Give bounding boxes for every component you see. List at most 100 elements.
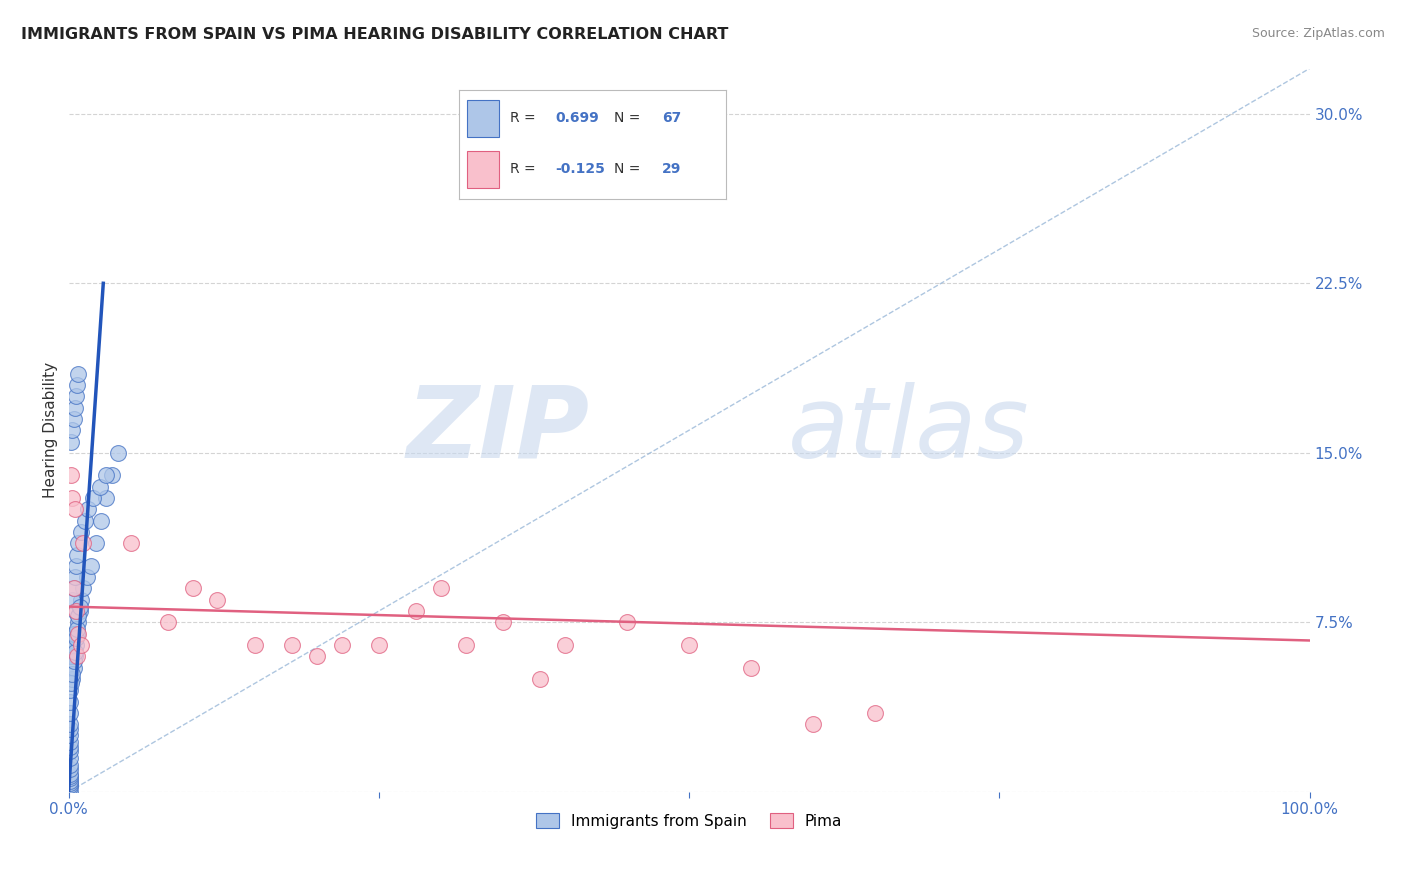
Text: Source: ZipAtlas.com: Source: ZipAtlas.com <box>1251 27 1385 40</box>
Point <box>70 638 93 652</box>
Point <box>492 615 515 630</box>
Point <box>59 773 82 788</box>
Point <box>80 558 103 573</box>
Point <box>59 772 82 786</box>
Point <box>63 645 86 659</box>
Point <box>281 638 304 652</box>
Point <box>94 468 117 483</box>
Point <box>181 582 204 596</box>
Point <box>59 776 82 790</box>
Point <box>60 676 83 690</box>
Point <box>62 582 84 596</box>
Point <box>554 638 576 652</box>
Point <box>678 638 700 652</box>
Point <box>60 672 83 686</box>
Point <box>89 480 111 494</box>
Point <box>69 599 91 614</box>
Point <box>62 660 84 674</box>
Point <box>59 763 82 777</box>
Point <box>62 626 84 640</box>
Point <box>59 706 82 720</box>
Point <box>59 744 82 758</box>
Point <box>59 751 82 765</box>
Point <box>59 722 82 736</box>
Text: IMMIGRANTS FROM SPAIN VS PIMA HEARING DISABILITY CORRELATION CHART: IMMIGRANTS FROM SPAIN VS PIMA HEARING DI… <box>21 27 728 42</box>
Point <box>60 423 83 437</box>
Point <box>60 468 83 483</box>
Point <box>330 638 353 652</box>
Point <box>70 592 93 607</box>
Point <box>454 638 477 652</box>
Legend: Immigrants from Spain, Pima: Immigrants from Spain, Pima <box>530 807 848 835</box>
Point <box>305 649 328 664</box>
Point <box>740 660 762 674</box>
Point <box>616 615 638 630</box>
Point <box>59 735 82 749</box>
Point <box>65 604 87 618</box>
Point <box>66 622 89 636</box>
Point <box>59 785 82 799</box>
Point <box>801 717 824 731</box>
Point <box>84 536 107 550</box>
Point <box>60 592 83 607</box>
Point <box>59 739 82 754</box>
Point <box>529 672 551 686</box>
Point <box>66 626 89 640</box>
Point <box>67 367 90 381</box>
Point <box>59 767 82 781</box>
Point <box>59 778 82 792</box>
Point <box>60 649 83 664</box>
Point <box>72 536 94 550</box>
Point <box>66 548 89 562</box>
Point <box>107 446 129 460</box>
Point <box>72 582 94 596</box>
Point <box>63 604 86 618</box>
Point <box>367 638 389 652</box>
Point <box>66 378 89 392</box>
Text: atlas: atlas <box>789 382 1031 479</box>
Point <box>59 683 82 698</box>
Point <box>69 604 91 618</box>
Point <box>77 502 100 516</box>
Point <box>156 615 179 630</box>
Point <box>59 717 82 731</box>
Point <box>63 649 86 664</box>
Point <box>62 582 84 596</box>
Point <box>60 434 83 449</box>
Point <box>62 412 84 426</box>
Point <box>430 582 453 596</box>
Point <box>63 401 86 415</box>
Point <box>67 536 90 550</box>
Point <box>59 769 82 783</box>
Point <box>59 694 82 708</box>
Text: ZIP: ZIP <box>406 382 589 479</box>
Point <box>67 615 90 630</box>
Point <box>65 638 87 652</box>
Point <box>94 491 117 505</box>
Point <box>62 654 84 668</box>
Point <box>59 757 82 772</box>
Y-axis label: Hearing Disability: Hearing Disability <box>44 362 58 499</box>
Point <box>207 592 229 607</box>
Point <box>243 638 266 652</box>
Point <box>65 389 87 403</box>
Point <box>90 514 112 528</box>
Point <box>101 468 124 483</box>
Point <box>120 536 142 550</box>
Point <box>76 570 98 584</box>
Point <box>405 604 427 618</box>
Point <box>66 649 89 664</box>
Point <box>59 780 82 795</box>
Point <box>63 570 86 584</box>
Point <box>60 491 83 505</box>
Point <box>82 491 104 505</box>
Point <box>67 626 90 640</box>
Point <box>59 728 82 742</box>
Point <box>65 558 87 573</box>
Point <box>60 667 83 681</box>
Point <box>65 632 87 646</box>
Point <box>63 502 86 516</box>
Point <box>60 638 83 652</box>
Point <box>67 608 90 623</box>
Point <box>863 706 886 720</box>
